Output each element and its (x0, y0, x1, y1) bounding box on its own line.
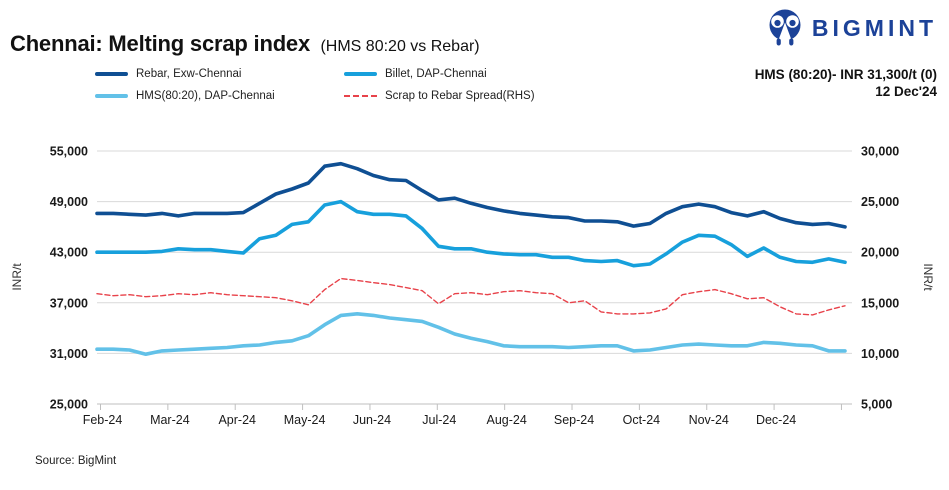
y-axis-label-right: 20,000 (861, 246, 899, 260)
y-axis-label-left: 43,000 (50, 246, 88, 260)
latest-price-annotation: HMS (80:20)- INR 31,300/t (0) 12 Dec'24 (755, 66, 937, 100)
x-axis-label: Feb-24 (83, 413, 123, 427)
legend-swatch-rebar (95, 72, 128, 76)
price-chart: 25,000 5,000 31,000 10,000 37,000 15,000 43,00… (10, 145, 935, 428)
x-axis-label: Aug-24 (487, 413, 527, 427)
page-title: Chennai: Melting scrap index (HMS 80:20 … (10, 31, 480, 57)
latest-date-line: 12 Dec'24 (875, 84, 937, 99)
x-axis-label: Jul-24 (422, 413, 456, 427)
y-axis-label-left: 37,000 (50, 296, 88, 310)
x-axis-label: Jun-24 (353, 413, 391, 427)
legend-item-hms: HMS(80:20), DAP-Chennai (95, 88, 344, 104)
series-line-billet (95, 199, 847, 268)
y-axis-label-left: 31,000 (50, 347, 88, 361)
y-axis-label-right: 10,000 (861, 347, 899, 361)
bigmint-logo-text: BIGMINT (811, 14, 937, 41)
bigmint-logo-icon (769, 9, 801, 46)
legend-label-spread: Scrap to Rebar Spread(RHS) (385, 90, 535, 102)
chart-title: Chennai: Melting scrap index (10, 31, 311, 56)
y-axis-label-right: 5,000 (861, 398, 892, 412)
x-axis-label: Sep-24 (554, 413, 594, 427)
legend-swatch-spread (344, 95, 377, 97)
legend-item-spread: Scrap to Rebar Spread(RHS) (344, 88, 535, 104)
right-axis-title: INR/t (921, 263, 935, 291)
x-axis-label: Mar-24 (150, 413, 190, 427)
legend-label-rebar: Rebar, Exw-Chennai (136, 68, 242, 80)
y-axis-label-right: 30,000 (861, 145, 899, 159)
legend-label-billet: Billet, DAP-Chennai (385, 68, 487, 80)
bigmint-logo: BIGMINT (765, 8, 937, 48)
legend-swatch-hms (95, 94, 128, 98)
y-axis-label-right: 15,000 (861, 296, 899, 310)
x-axis-label: Apr-24 (218, 413, 256, 427)
source-note: Source: BigMint (35, 455, 117, 467)
y-axis-label-left: 55,000 (50, 145, 88, 159)
legend-item-billet: Billet, DAP-Chennai (344, 66, 535, 82)
series-line-spread (96, 277, 846, 316)
x-axis-label: Dec-24 (756, 413, 796, 427)
y-axis-label-right: 25,000 (861, 195, 899, 209)
x-axis-label: Oct-24 (623, 413, 661, 427)
chart-subtitle: (HMS 80:20 vs Rebar) (320, 38, 480, 55)
latest-price-line: HMS (80:20)- INR 31,300/t (0) (754, 67, 937, 82)
legend-label-hms: HMS(80:20), DAP-Chennai (136, 90, 275, 102)
legend-swatch-billet (344, 72, 377, 76)
series-line-rebar (95, 161, 847, 229)
series-line-hms (95, 312, 847, 356)
legend-item-rebar: Rebar, Exw-Chennai (95, 66, 344, 82)
x-axis-label: Nov-24 (689, 413, 729, 427)
y-axis-label-left: 25,000 (50, 398, 88, 412)
y-axis-label-left: 49,000 (50, 195, 88, 209)
legend: Rebar, Exw-Chennai Billet, DAP-Chennai HMS… (95, 66, 535, 104)
left-axis-title: INR/t (10, 263, 24, 291)
x-axis-label: May-24 (284, 413, 326, 427)
